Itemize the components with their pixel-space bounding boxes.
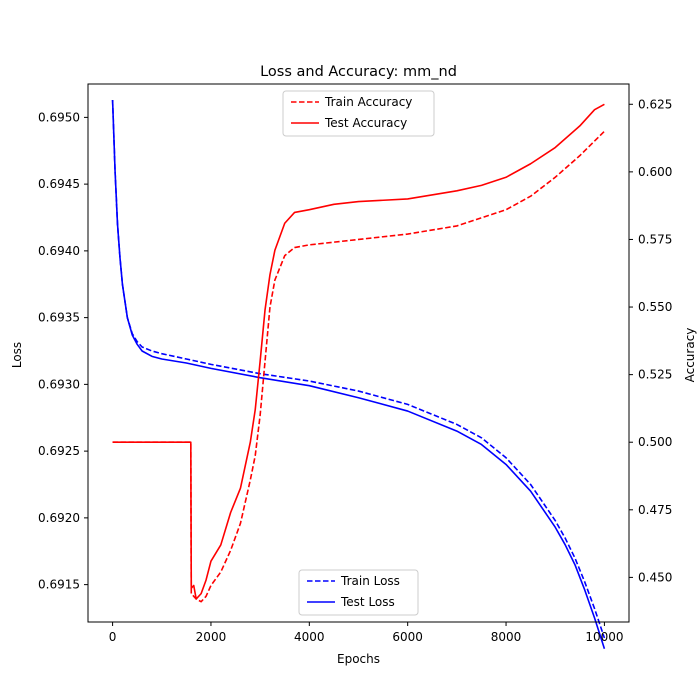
accuracy-legend-label: Train Accuracy <box>324 95 412 109</box>
series-line-train-accuracy <box>112 130 605 603</box>
series-line-test-loss <box>111 99 606 649</box>
x-tick-label: 6000 <box>392 630 423 644</box>
plot-area: 0 2000 4000 6000 8000 10000 0.6915 0.6920 0.6925… <box>38 83 672 649</box>
right-y-tick-label: 0.625 <box>638 97 672 111</box>
left-y-tick-label: 0.6935 <box>38 311 80 325</box>
plot-frame <box>87 83 630 623</box>
left-y-tick-label: 0.6950 <box>38 110 80 124</box>
right-y-tick-label: 0.475 <box>638 503 672 517</box>
left-y-tick-label: 0.6930 <box>38 377 80 391</box>
loss-legend-box <box>298 569 419 616</box>
loss-legend-label: Train Loss <box>340 574 400 588</box>
right-y-tick-label: 0.450 <box>638 570 672 584</box>
x-tick-label: 10000 <box>585 630 623 644</box>
right-y-tick-label: 0.500 <box>638 435 672 449</box>
right-y-tick-label: 0.525 <box>638 368 672 382</box>
left-y-tick-label: 0.6920 <box>38 511 80 525</box>
left-y-tick-label: 0.6915 <box>38 578 80 592</box>
left-y-tick-label: 0.6925 <box>38 444 80 458</box>
left-axis-title: Loss <box>10 342 24 368</box>
left-y-tick-label: 0.6940 <box>38 244 80 258</box>
series-line-train-loss <box>111 99 606 639</box>
accuracy-legend-box <box>282 90 435 137</box>
x-tick-label: 2000 <box>196 630 227 644</box>
right-y-tick-label: 0.575 <box>638 232 672 246</box>
x-axis-title: Epochs <box>337 652 380 666</box>
loss-legend-label: Test Loss <box>340 595 395 609</box>
left-y-tick-label: 0.6945 <box>38 177 80 191</box>
x-tick-label: 8000 <box>491 630 522 644</box>
right-y-tick-label: 0.550 <box>638 300 672 314</box>
x-tick-label: 0 <box>109 630 117 644</box>
accuracy-legend-label: Test Accuracy <box>324 116 407 130</box>
right-axis-title: Accuracy <box>683 328 697 383</box>
series-line-test-accuracy <box>112 103 605 600</box>
x-tick-label: 4000 <box>294 630 325 644</box>
right-y-tick-label: 0.600 <box>638 165 672 179</box>
chart-title: Loss and Accuracy: mm_nd <box>260 64 457 80</box>
